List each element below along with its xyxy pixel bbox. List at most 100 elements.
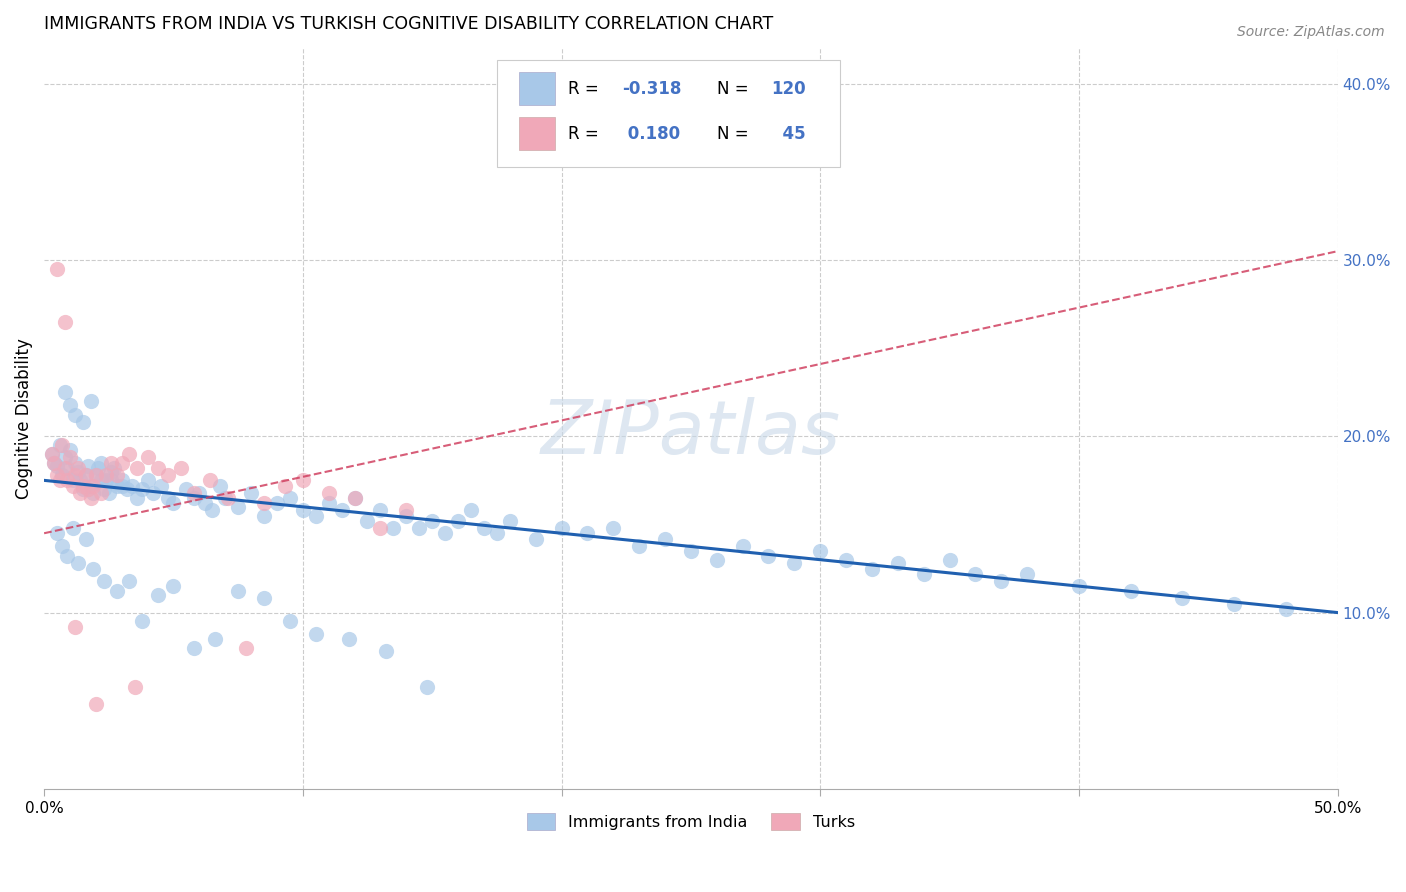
Point: [176, 482, 198, 496]
Point: [204, 632, 226, 646]
Point: [188, 485, 211, 500]
Point: [240, 485, 263, 500]
Point: [84, 468, 107, 483]
Point: [62, 478, 84, 492]
Point: [124, 680, 146, 694]
Point: [1275, 602, 1298, 616]
Point: [472, 521, 495, 535]
Point: [100, 465, 122, 479]
Point: [408, 521, 430, 535]
Point: [162, 579, 184, 593]
Point: [628, 539, 651, 553]
Point: [170, 461, 193, 475]
Point: [291, 474, 314, 488]
Point: [127, 461, 149, 475]
Point: [136, 474, 159, 488]
Text: ZIPatlas: ZIPatlas: [541, 398, 841, 469]
Point: [77, 482, 100, 496]
Point: [97, 485, 120, 500]
Point: [146, 461, 169, 475]
Point: [337, 632, 360, 646]
Point: [118, 574, 141, 588]
Point: [46, 468, 69, 483]
Point: [100, 456, 122, 470]
Point: [731, 539, 754, 553]
Point: [198, 474, 221, 488]
Point: [41, 447, 63, 461]
Text: 120: 120: [770, 79, 806, 97]
Point: [273, 478, 295, 492]
Text: -0.318: -0.318: [623, 79, 682, 97]
Point: [127, 491, 149, 505]
Point: [118, 447, 141, 461]
Point: [62, 521, 84, 535]
Point: [305, 626, 328, 640]
Point: [318, 496, 340, 510]
Point: [416, 680, 439, 694]
Point: [808, 544, 831, 558]
Text: R =: R =: [568, 79, 605, 97]
Point: [706, 552, 728, 566]
Text: IMMIGRANTS FROM INDIA VS TURKISH COGNITIVE DISABILITY CORRELATION CHART: IMMIGRANTS FROM INDIA VS TURKISH COGNITI…: [44, 15, 773, 33]
Point: [291, 503, 314, 517]
Point: [183, 491, 205, 505]
Point: [356, 514, 378, 528]
Point: [550, 521, 572, 535]
Point: [111, 478, 134, 492]
Point: [965, 566, 987, 581]
Point: [62, 474, 84, 488]
Point: [835, 552, 858, 566]
Point: [253, 496, 276, 510]
Point: [51, 468, 73, 483]
Point: [72, 415, 94, 429]
Point: [131, 482, 153, 496]
Point: [53, 461, 76, 475]
Point: [121, 478, 143, 492]
Point: [72, 482, 94, 496]
Point: [253, 508, 276, 523]
Point: [48, 474, 70, 488]
Point: [63, 456, 86, 470]
Point: [783, 556, 806, 570]
Point: [100, 474, 122, 488]
Point: [395, 508, 418, 523]
Point: [1067, 579, 1090, 593]
FancyBboxPatch shape: [496, 60, 839, 167]
Point: [278, 615, 301, 629]
Point: [370, 521, 392, 535]
Point: [53, 385, 76, 400]
Point: [382, 521, 405, 535]
Point: [602, 521, 624, 535]
Point: [576, 526, 599, 541]
Text: Source: ZipAtlas.com: Source: ZipAtlas.com: [1237, 25, 1385, 39]
Point: [149, 478, 172, 492]
Point: [66, 461, 89, 475]
Text: N =: N =: [717, 79, 754, 97]
Point: [201, 503, 224, 517]
Point: [499, 514, 522, 528]
Point: [90, 474, 112, 488]
Point: [370, 503, 392, 517]
Point: [75, 532, 97, 546]
Point: [44, 456, 66, 470]
Point: [434, 526, 457, 541]
Point: [46, 526, 69, 541]
Point: [679, 544, 702, 558]
Point: [157, 491, 180, 505]
Text: 45: 45: [770, 125, 806, 143]
Point: [56, 474, 79, 488]
Point: [485, 526, 508, 541]
Point: [654, 532, 676, 546]
Point: [887, 556, 910, 570]
Point: [1119, 584, 1142, 599]
Point: [63, 620, 86, 634]
Point: [266, 496, 288, 510]
Point: [63, 468, 86, 483]
Point: [90, 456, 112, 470]
Point: [860, 561, 883, 575]
Point: [77, 459, 100, 474]
Point: [330, 503, 353, 517]
Point: [253, 591, 276, 606]
Point: [208, 478, 231, 492]
Point: [131, 615, 153, 629]
